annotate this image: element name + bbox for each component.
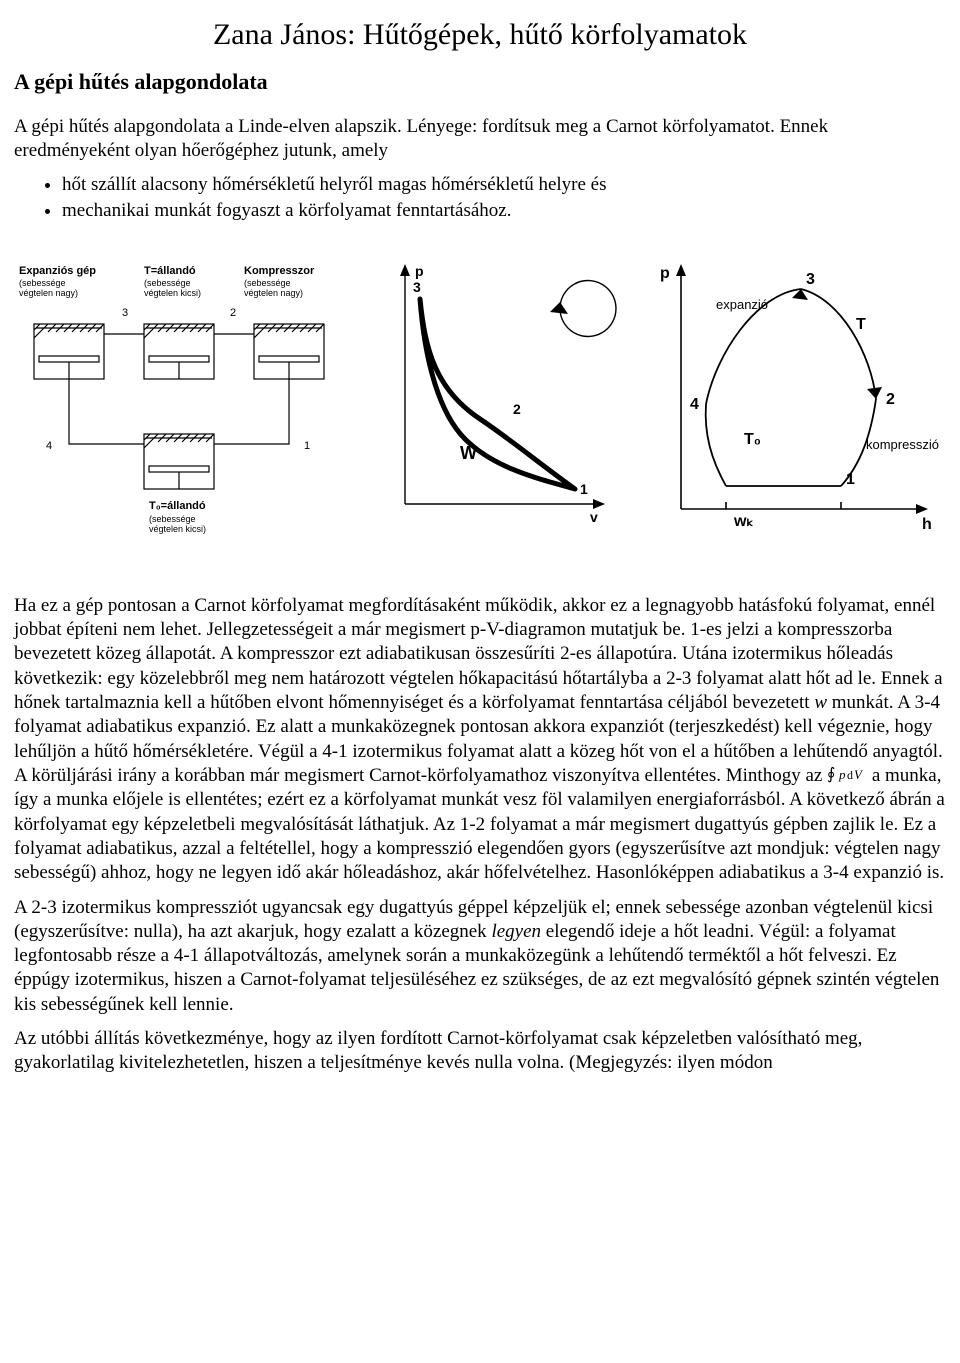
- body-paragraph-1: Ha ez a gép pontosan a Carnot körfolyama…: [14, 594, 946, 886]
- ph-t-label: T: [856, 316, 866, 333]
- label-n1: 1: [304, 440, 310, 452]
- ph-compression-label: kompresszió: [866, 437, 939, 452]
- label-t-const: T=állandó: [144, 265, 196, 277]
- body2-legyen: legyen: [491, 921, 541, 942]
- label-t-sub1: (sebessége: [144, 278, 191, 288]
- bullet-item: hőt szállít alacsony hőmérsékletű helyrő…: [62, 173, 946, 197]
- schematic-figure: .blk { stroke:#000; fill:none; stroke-wi…: [14, 254, 344, 564]
- label-n4: 4: [46, 440, 52, 452]
- label-t0-sub2: végtelen kicsi): [149, 524, 206, 534]
- svg-text:V: V: [854, 767, 864, 782]
- label-exp-sub1: (sebessége: [19, 278, 66, 288]
- axis-p-label: p: [660, 265, 670, 282]
- label-expansion: Expanziós gép: [19, 265, 96, 277]
- body1-w: w: [814, 692, 827, 713]
- svg-text:p: p: [838, 767, 846, 782]
- page-title: Zana János: Hűtőgépek, hűtő körfolyamato…: [14, 16, 946, 54]
- label-exp-sub2: végtelen nagy): [19, 288, 78, 298]
- ph-n2: 2: [886, 391, 895, 408]
- ph-diagram: .ax2 { stroke:#000; stroke-width:1.6; fi…: [646, 254, 946, 564]
- body1-a: Ha ez a gép pontosan a Carnot körfolyama…: [14, 595, 943, 713]
- label-t-sub2: végtelen kicsi): [144, 288, 201, 298]
- label-t0-sub1: (sebessége: [149, 514, 196, 524]
- ph-expansion-label: expanzió: [716, 297, 768, 312]
- ph-n4: 4: [690, 396, 699, 413]
- pv-diagram: .ax { stroke:#000; stroke-width:1.4; fil…: [365, 254, 625, 564]
- bullet-item: mechanikai munkát fogyaszt a körfolyamat…: [62, 199, 946, 223]
- bullet-list: hőt szállít alacsony hőmérsékletű helyrő…: [14, 173, 946, 224]
- ph-wk-label: wₖ: [733, 513, 753, 530]
- ph-n1: 1: [846, 471, 855, 488]
- section-heading: A gépi hűtés alapgondolata: [14, 68, 946, 96]
- label-compressor: Kompresszor: [244, 265, 315, 277]
- svg-text:d: d: [847, 768, 853, 782]
- body-paragraph-2: A 2-3 izotermikus kompressziót ugyancsak…: [14, 896, 946, 1018]
- pv-n2: 2: [513, 401, 521, 417]
- label-n3: 3: [122, 307, 128, 319]
- label-n2: 2: [230, 307, 236, 319]
- label-comp-sub1: (sebessége: [244, 278, 291, 288]
- pv-n1: 1: [580, 481, 588, 497]
- ph-t0-label: T₀: [744, 431, 761, 448]
- ph-n3: 3: [806, 271, 815, 288]
- axis-v-label: v: [590, 509, 598, 525]
- body-paragraph-3: Az utóbbi állítás következménye, hogy az…: [14, 1027, 946, 1076]
- axis-p-label: p: [415, 263, 424, 279]
- intro-paragraph: A gépi hűtés alapgondolata a Linde-elven…: [14, 115, 946, 164]
- label-t0-const: T₀=állandó: [149, 500, 206, 512]
- figure-row: .blk { stroke:#000; fill:none; stroke-wi…: [14, 254, 946, 564]
- pv-w-label: W: [460, 443, 477, 463]
- integral-icon: ∮pdV: [827, 763, 867, 785]
- pv-n3: 3: [413, 279, 421, 295]
- axis-h-label: h: [922, 516, 932, 533]
- svg-text:∮: ∮: [827, 766, 835, 783]
- label-comp-sub2: végtelen nagy): [244, 288, 303, 298]
